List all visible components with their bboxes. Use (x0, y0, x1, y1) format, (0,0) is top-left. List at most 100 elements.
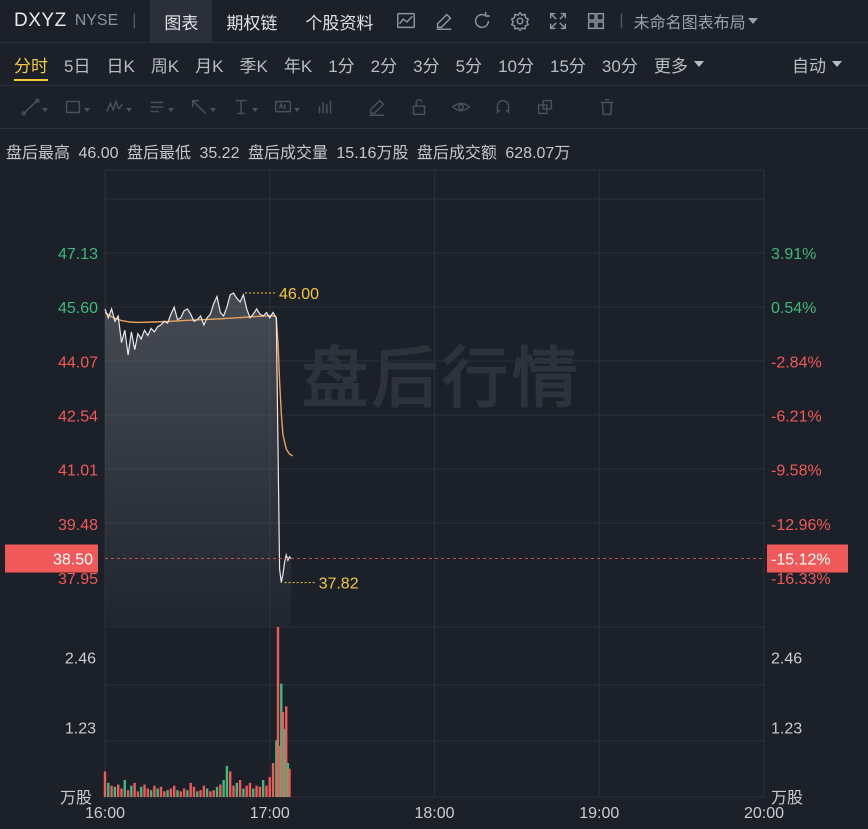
period-more-label: 更多 (653, 56, 688, 76)
period-intraday[interactable]: 分时 (8, 43, 54, 85)
chevron-down-icon (747, 18, 758, 24)
draw-pen-icon[interactable] (425, 0, 463, 42)
level-icon[interactable] (220, 86, 262, 128)
high-marker-label: 46.00 (279, 286, 319, 303)
volume-bar (123, 780, 126, 797)
wave-pattern-icon[interactable] (94, 86, 136, 128)
volume-bar (278, 746, 281, 797)
stat-turnover-value: 628.07万 (505, 145, 571, 162)
volume-bar (288, 768, 291, 797)
settings-gear-icon[interactable] (501, 0, 539, 42)
lock-icon[interactable] (398, 86, 440, 128)
text-note-icon[interactable] (136, 86, 178, 128)
current-pct-label: -15.12% (771, 552, 831, 569)
refresh-icon[interactable] (463, 0, 501, 42)
volume-bar (286, 763, 290, 797)
price-line (104, 292, 292, 583)
volume-bar (222, 780, 225, 797)
indicator-chart-icon[interactable] (387, 0, 425, 42)
drawing-toolbar (0, 86, 868, 129)
period-5day[interactable]: 5日 (64, 56, 91, 76)
period-1min[interactable]: 1分 (328, 56, 355, 76)
y-tick-label-right: -9.58% (771, 463, 822, 480)
divider: | (619, 12, 624, 29)
y-tick-label-right: -2.84% (771, 354, 822, 371)
volume-bar (172, 785, 176, 797)
period-more[interactable]: 更多 (648, 43, 710, 85)
stat-low-label: 盘后最低 (126, 145, 191, 162)
volume-bar (136, 791, 140, 797)
fullscreen-icon[interactable] (539, 0, 577, 42)
period-2min[interactable]: 2分 (370, 56, 398, 76)
eye-icon[interactable] (440, 86, 482, 128)
volume-bar (268, 777, 271, 797)
volume-bar (149, 790, 153, 797)
volume-bar (209, 791, 212, 797)
measure-icon[interactable] (304, 86, 346, 128)
chevron-down-icon (693, 61, 704, 67)
volume-tick-label-left: 1.23 (65, 720, 96, 737)
volume-bar (120, 788, 123, 797)
tab-stock-profile[interactable]: 个股资料 (305, 13, 374, 33)
trendline-icon[interactable] (10, 86, 52, 128)
volume-bar (275, 740, 278, 797)
volume-bar (113, 786, 117, 797)
arrow-icon[interactable] (178, 86, 220, 128)
volume-bar (156, 788, 159, 797)
period-daily[interactable]: 日K (106, 56, 135, 76)
label-icon[interactable] (262, 86, 304, 128)
layout-selector[interactable]: 未命名图表布局 (634, 9, 758, 33)
period-5min[interactable]: 5分 (455, 56, 483, 76)
top-bar: DXYZ NYSE | 图表 期权链 个股资料 | 未命名图表布局 (0, 0, 868, 43)
tab-chart[interactable]: 图表 (150, 0, 213, 42)
period-weekly[interactable]: 周K (150, 56, 180, 76)
auto-scale-toggle[interactable]: 自动 (792, 52, 842, 77)
volume-bar (219, 784, 222, 797)
volume-bar (107, 782, 110, 797)
stat-high-label: 盘后最高 (6, 145, 71, 162)
y-tick-label-left: 44.07 (58, 354, 98, 371)
period-3min[interactable]: 3分 (413, 56, 440, 76)
y-tick-label-right: 0.54% (771, 300, 816, 317)
period-10min[interactable]: 10分 (498, 56, 534, 76)
layout-name: 未命名图表布局 (633, 15, 746, 32)
after-hours-stats: 盘后最高 46.00 盘后最低 35.22 盘后成交量 15.16万股 盘后成交… (6, 139, 574, 163)
period-15min[interactable]: 15分 (549, 56, 586, 76)
rectangle-icon[interactable] (52, 86, 94, 128)
volume-bar (186, 790, 189, 797)
volume-bar (285, 706, 288, 797)
volume-bar (163, 791, 166, 797)
layers-icon[interactable] (524, 86, 566, 128)
volume-bar (283, 729, 286, 797)
x-tick-label: 17:00 (250, 805, 290, 822)
period-30min[interactable]: 30分 (601, 56, 638, 76)
volume-tick-label-right: 2.46 (771, 651, 802, 668)
magnet-icon[interactable] (482, 86, 524, 128)
volume-bar (169, 788, 173, 797)
volume-bar (252, 788, 255, 797)
auto-label: 自动 (792, 56, 826, 76)
volume-bar (103, 771, 107, 797)
volume-bar (130, 785, 133, 797)
brush-icon[interactable] (356, 86, 398, 128)
tab-options-chain[interactable]: 期权链 (226, 13, 278, 33)
volume-bar (179, 791, 182, 797)
volume-bar (126, 790, 130, 797)
period-yearly[interactable]: 年K (283, 56, 313, 76)
period-quarterly[interactable]: 季K (239, 56, 268, 76)
trash-icon[interactable] (586, 86, 628, 128)
volume-tick-label-left: 2.46 (65, 651, 96, 668)
volume-bar (133, 782, 136, 797)
volume-bar (196, 791, 199, 797)
volume-bar (235, 782, 238, 797)
volume-tick-label-right: 1.23 (771, 720, 802, 737)
y-tick-label-left: 47.13 (58, 246, 98, 263)
current-price-tag (5, 544, 98, 573)
period-monthly[interactable]: 月K (195, 56, 224, 76)
volume-bar (110, 785, 113, 797)
stat-volume-value: 15.16万股 (336, 145, 409, 162)
grid-layout-icon[interactable] (577, 0, 615, 42)
volume-bar (261, 780, 265, 797)
period-bar: 分时 5日 日K 周K 月K 季K 年K 1分 2分 3分 5分 10分 15分… (0, 43, 868, 86)
